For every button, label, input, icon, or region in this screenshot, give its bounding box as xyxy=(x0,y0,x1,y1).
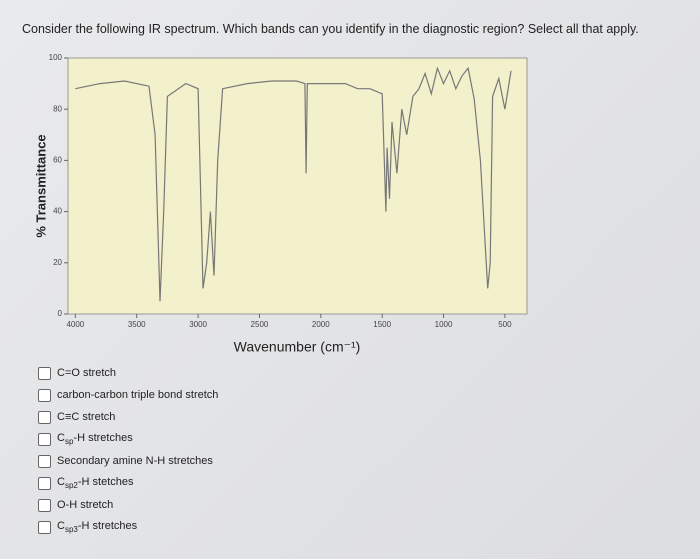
option[interactable]: Csp2-H stetches xyxy=(38,472,218,494)
subscript: sp xyxy=(64,437,74,447)
option[interactable]: O-H stretch xyxy=(38,494,218,516)
option-label: C≡C stretch xyxy=(57,411,116,423)
subscript: sp2 xyxy=(64,481,78,491)
option-text: C xyxy=(57,519,65,532)
y-tick-label: 40 xyxy=(53,207,62,216)
option[interactable]: Csp3-H stretches xyxy=(38,516,218,538)
y-tick-label: 0 xyxy=(58,309,63,318)
option-label: carbon-carbon triple bond stretch xyxy=(57,389,219,401)
x-tick-label: 4000 xyxy=(66,320,84,329)
option-text: -H stetches xyxy=(77,475,134,488)
x-tick-label: 500 xyxy=(498,320,512,329)
x-tick-label: 1500 xyxy=(373,320,391,329)
option-label: Csp2-H stetches xyxy=(57,476,134,490)
checkbox[interactable] xyxy=(38,410,51,424)
question: Consider the following IR spectrum. Whic… xyxy=(22,22,639,36)
option-label: C=O stretch xyxy=(57,367,116,379)
x-axis-title: Wavenumber (cm⁻¹) xyxy=(234,339,361,355)
y-tick-label: 60 xyxy=(53,156,62,165)
plot-area xyxy=(67,57,528,315)
x-tick-label: 2500 xyxy=(251,320,269,329)
y-tick-label: 80 xyxy=(53,104,62,113)
checkbox[interactable] xyxy=(38,454,51,468)
subscript: sp3 xyxy=(64,525,78,535)
checkbox[interactable] xyxy=(38,366,51,380)
option-text: C xyxy=(57,431,65,444)
x-tick-label: 1000 xyxy=(435,320,453,329)
y-tick-label: 100 xyxy=(49,53,63,62)
x-tick-label: 3000 xyxy=(189,320,207,329)
option-label: Csp-H stretches xyxy=(57,432,133,446)
x-tick-label: 2000 xyxy=(312,320,330,329)
checkbox[interactable] xyxy=(38,498,51,512)
option-label: O-H stretch xyxy=(57,499,114,511)
option[interactable]: Csp-H stretches xyxy=(38,428,218,450)
checkbox[interactable] xyxy=(38,432,51,446)
option-label: Csp3-H stretches xyxy=(57,520,137,534)
ir-chart: % Transmittance Wavenumber (cm⁻¹) 0 20 40 6… xyxy=(33,53,528,355)
y-axis-title: % Transmittance xyxy=(33,134,48,237)
option[interactable]: C=O stretch xyxy=(38,362,218,384)
checkbox[interactable] xyxy=(38,476,51,490)
option-label: Secondary amine N-H stretches xyxy=(57,455,213,467)
options: C=O stretch carbon-carbon triple bond str… xyxy=(38,362,218,538)
checkbox[interactable] xyxy=(38,388,51,402)
option[interactable]: Secondary amine N-H stretches xyxy=(38,450,218,472)
option[interactable]: carbon-carbon triple bond stretch xyxy=(38,384,218,406)
option-text: -H stretches xyxy=(77,519,138,532)
spectrum-line xyxy=(75,66,512,302)
y-tick-label: 20 xyxy=(53,258,62,267)
option-text: -H stretches xyxy=(73,431,133,444)
option-text: C xyxy=(57,475,65,488)
option[interactable]: C≡C stretch xyxy=(38,406,218,428)
x-tick-label: 3500 xyxy=(128,320,146,329)
checkbox[interactable] xyxy=(38,520,51,534)
